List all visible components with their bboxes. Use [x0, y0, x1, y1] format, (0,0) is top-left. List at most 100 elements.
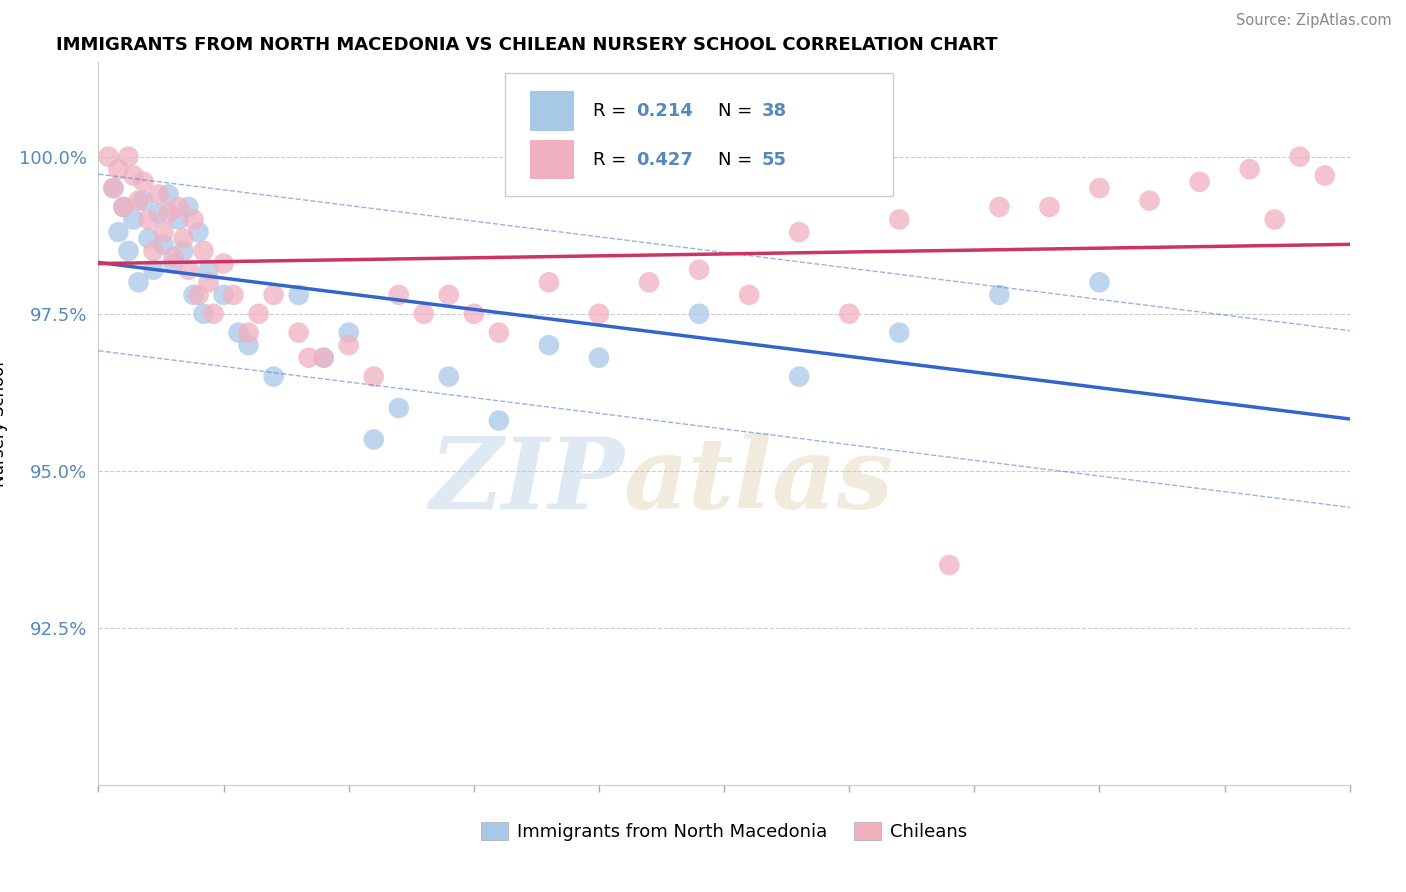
Text: 0.427: 0.427 [637, 151, 693, 169]
Point [1088, 276, 1111, 290]
Point [222, 288, 245, 302]
Point [117, 244, 139, 258]
Point [122, 212, 145, 227]
Text: ZIP: ZIP [429, 434, 624, 530]
Point [228, 326, 250, 340]
Point [488, 413, 510, 427]
Point [363, 369, 385, 384]
Point [103, 181, 125, 195]
Point [1288, 150, 1310, 164]
Point [988, 200, 1011, 214]
Point [162, 250, 184, 264]
Point [889, 326, 911, 340]
Text: IMMIGRANTS FROM NORTH MACEDONIA VS CHILEAN NURSERY SCHOOL CORRELATION CHART: IMMIGRANTS FROM NORTH MACEDONIA VS CHILE… [56, 36, 998, 54]
Point [197, 262, 219, 277]
Point [787, 225, 810, 239]
Point [1038, 200, 1060, 214]
Point [167, 200, 190, 214]
Point [138, 212, 160, 227]
Text: N =: N = [718, 102, 758, 120]
Point [1239, 162, 1261, 177]
Point [437, 369, 460, 384]
Point [488, 326, 510, 340]
Text: 0.214: 0.214 [637, 102, 693, 120]
Point [202, 307, 225, 321]
Point [127, 276, 149, 290]
Point [588, 351, 610, 365]
Legend: Immigrants from North Macedonia, Chileans: Immigrants from North Macedonia, Chilean… [474, 814, 974, 848]
Point [173, 231, 195, 245]
Point [177, 262, 200, 277]
Point [193, 307, 215, 321]
Point [148, 187, 170, 202]
Point [132, 175, 155, 189]
Point [889, 212, 911, 227]
Point [412, 307, 434, 321]
Point [107, 162, 129, 177]
Point [238, 326, 260, 340]
Point [152, 237, 174, 252]
Point [152, 225, 174, 239]
Text: 38: 38 [762, 102, 787, 120]
Point [117, 150, 139, 164]
Text: R =: R = [593, 102, 631, 120]
Point [437, 288, 460, 302]
Point [938, 558, 960, 572]
Point [112, 200, 135, 214]
Point [988, 288, 1011, 302]
Point [263, 288, 285, 302]
Point [363, 433, 385, 447]
Point [1088, 181, 1111, 195]
Point [142, 262, 165, 277]
Point [148, 206, 170, 220]
Text: R =: R = [593, 151, 631, 169]
FancyBboxPatch shape [530, 140, 574, 179]
Point [463, 307, 485, 321]
Text: N =: N = [718, 151, 758, 169]
Point [238, 338, 260, 352]
Point [588, 307, 610, 321]
Point [212, 288, 235, 302]
Point [287, 326, 309, 340]
Point [312, 351, 335, 365]
Point [337, 338, 360, 352]
Point [287, 288, 309, 302]
Text: atlas: atlas [624, 434, 894, 530]
Point [167, 212, 190, 227]
Text: 55: 55 [762, 151, 786, 169]
Point [1188, 175, 1211, 189]
Point [183, 212, 205, 227]
Point [337, 326, 360, 340]
Point [103, 181, 125, 195]
Point [187, 288, 209, 302]
Point [183, 288, 205, 302]
Point [1264, 212, 1286, 227]
Point [97, 150, 120, 164]
Point [127, 194, 149, 208]
Point [1313, 169, 1336, 183]
Point [1139, 194, 1161, 208]
Point [537, 276, 560, 290]
Point [688, 262, 710, 277]
Text: Source: ZipAtlas.com: Source: ZipAtlas.com [1236, 13, 1392, 29]
Point [312, 351, 335, 365]
Point [177, 200, 200, 214]
Point [247, 307, 270, 321]
Point [187, 225, 209, 239]
Point [132, 194, 155, 208]
Point [388, 401, 411, 415]
Point [162, 256, 184, 270]
Point [787, 369, 810, 384]
Point [263, 369, 285, 384]
FancyBboxPatch shape [505, 73, 893, 196]
Point [688, 307, 710, 321]
Point [122, 169, 145, 183]
Point [298, 351, 321, 365]
Point [157, 187, 180, 202]
Point [112, 200, 135, 214]
Point [388, 288, 411, 302]
Point [193, 244, 215, 258]
Y-axis label: Nursery School: Nursery School [0, 360, 8, 487]
Point [157, 206, 180, 220]
Point [107, 225, 129, 239]
